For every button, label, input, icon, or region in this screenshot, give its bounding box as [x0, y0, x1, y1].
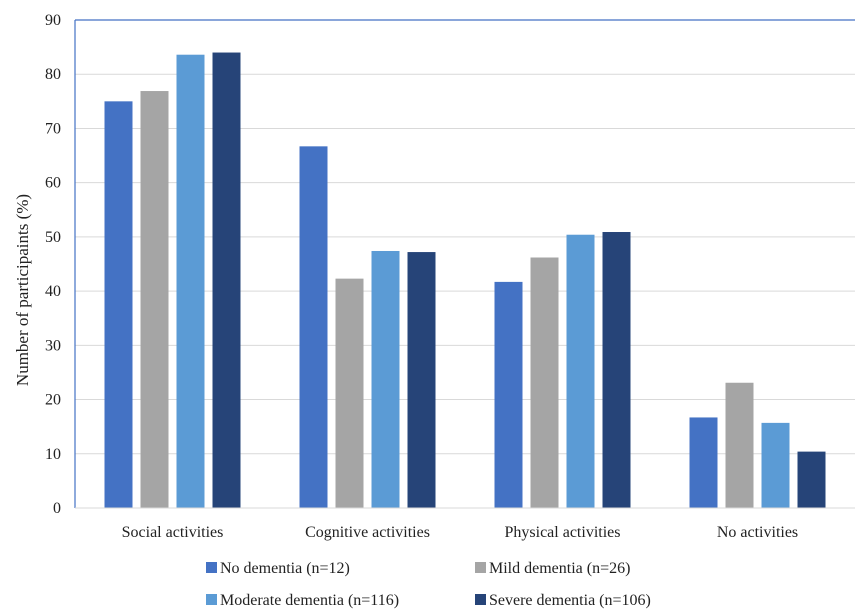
bar [494, 281, 523, 508]
x-tick-label: Social activities [122, 524, 224, 541]
bar [566, 234, 595, 508]
y-tick-label: 80 [45, 66, 61, 83]
bar [725, 382, 754, 508]
bar [176, 54, 205, 509]
legend-swatch [475, 594, 486, 605]
x-tick-label: Physical activities [505, 524, 621, 541]
y-tick-label: 50 [45, 229, 61, 246]
legend-swatch [475, 562, 486, 573]
bars [104, 52, 826, 509]
bar [371, 250, 400, 508]
bar [140, 91, 169, 508]
y-tick-label: 70 [45, 120, 61, 137]
y-tick-labels: 0 10 20 30 40 50 60 70 80 90 [45, 12, 61, 517]
y-tick-label: 60 [45, 175, 61, 192]
bar [407, 252, 436, 508]
legend-swatch [206, 594, 217, 605]
y-tick-label: 90 [45, 12, 61, 29]
x-tick-label: No activities [717, 524, 798, 541]
bar [602, 232, 631, 508]
bar [212, 52, 241, 509]
y-tick-label: 30 [45, 337, 61, 354]
y-axis-label: Number of participaints (%) [13, 194, 32, 386]
bar [299, 146, 328, 509]
legend-item: Moderate dementia (n=116) [206, 592, 399, 609]
legend-item: Mild dementia (n=26) [475, 560, 630, 577]
legend-swatch [206, 562, 217, 573]
legend-label: No dementia (n=12) [220, 560, 350, 577]
legend-label: Severe dementia (n=106) [489, 592, 651, 609]
bar [689, 417, 718, 508]
bar [104, 101, 133, 508]
legend-label: Mild dementia (n=26) [489, 560, 630, 577]
y-tick-label: 20 [45, 392, 61, 409]
legend: No dementia (n=12) Mild dementia (n=26) Mo… [206, 560, 651, 609]
y-tick-label: 10 [45, 446, 61, 463]
axes [74, 19, 855, 509]
bar [335, 278, 364, 508]
x-tick-label: Cognitive activities [305, 524, 430, 541]
category-labels: Social activities Cognitive activities Phy… [122, 524, 799, 541]
bar [761, 422, 790, 508]
y-tick-label: 40 [45, 283, 61, 300]
y-tick-label: 0 [53, 500, 61, 517]
legend-label: Moderate dementia (n=116) [220, 592, 399, 609]
bar [530, 257, 559, 508]
legend-item: No dementia (n=12) [206, 560, 350, 577]
bar [797, 451, 826, 508]
legend-item: Severe dementia (n=106) [475, 592, 651, 609]
